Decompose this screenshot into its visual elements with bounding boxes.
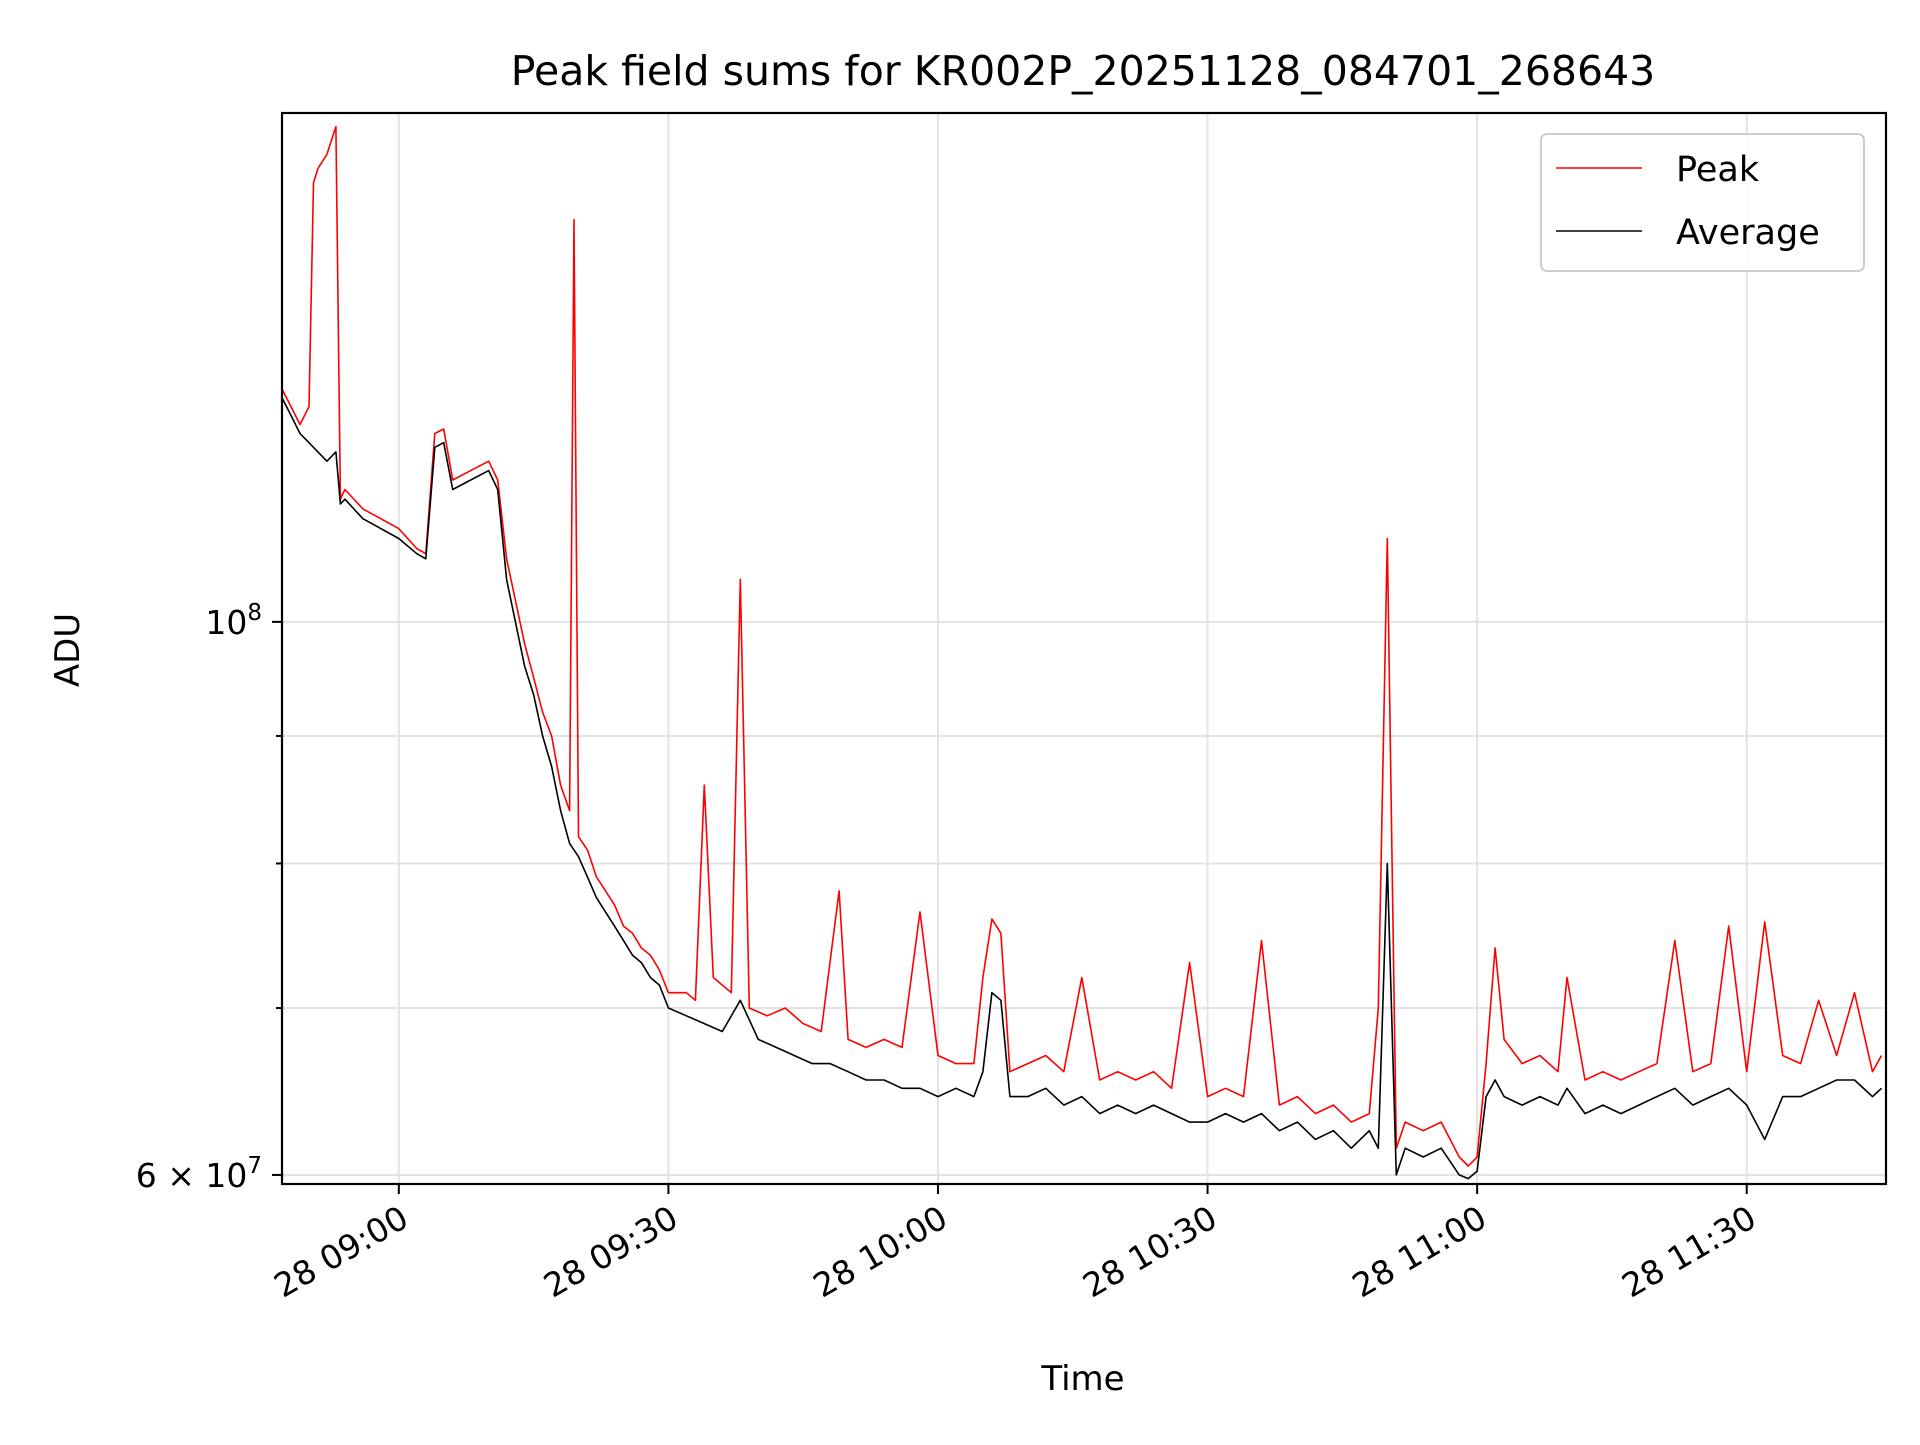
legend-label-average: Average bbox=[1676, 213, 1820, 253]
y-tick-label: 6 × 107 bbox=[136, 1153, 262, 1195]
series-group bbox=[282, 125, 1883, 1180]
y-axis: 108 6 × 107 bbox=[136, 600, 282, 1195]
y-tick-label: 108 bbox=[205, 600, 262, 642]
legend-label-peak: Peak bbox=[1676, 150, 1760, 190]
x-axis-label: Time bbox=[1040, 1359, 1124, 1399]
y-axis-label: ADU bbox=[48, 613, 88, 687]
series-line-peak bbox=[282, 125, 1883, 1167]
chart-title: Peak field sums for KR002P_20251128_0847… bbox=[511, 47, 1656, 95]
plot-frame bbox=[280, 111, 1888, 1186]
series-line-average bbox=[282, 397, 1883, 1180]
grid bbox=[282, 113, 1886, 1184]
legend: Peak Average bbox=[1540, 133, 1865, 272]
